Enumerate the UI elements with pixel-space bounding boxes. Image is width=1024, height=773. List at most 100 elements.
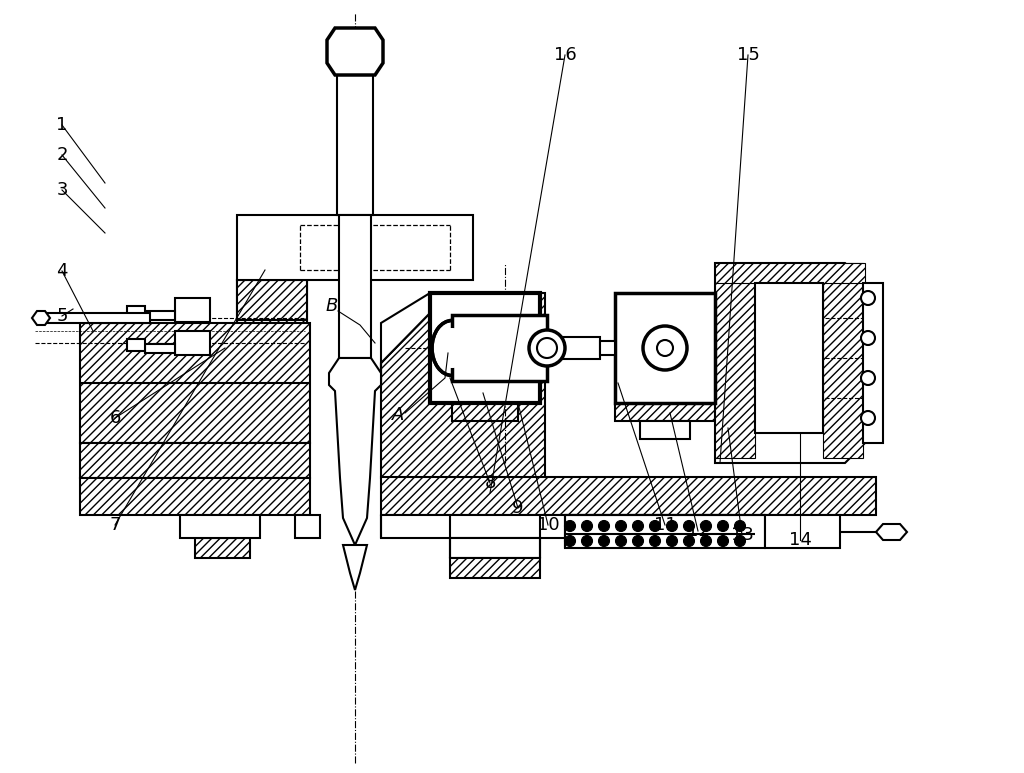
Text: 14: 14 [788,531,811,549]
Bar [145,344,175,353]
Bar [540,337,600,359]
Bar [452,403,518,421]
Bar [195,538,250,558]
Bar [863,283,883,443]
Bar [80,478,310,515]
Bar [600,341,615,355]
Bar [693,293,715,403]
Text: 1: 1 [56,116,68,134]
Bar [381,477,876,515]
Bar [237,280,307,358]
Bar [615,293,637,403]
Bar [175,331,210,355]
Circle shape [683,536,694,547]
Text: 7: 7 [110,516,121,534]
Bar [640,421,690,439]
Bar [765,515,840,548]
Text: 15: 15 [736,46,760,64]
Bar [518,293,540,403]
Circle shape [564,520,575,532]
Text: 10: 10 [537,516,559,534]
Bar [452,315,547,381]
Circle shape [683,520,694,532]
Polygon shape [327,28,383,75]
Bar [295,515,321,538]
Circle shape [598,536,609,547]
Bar [80,323,310,443]
Circle shape [734,536,745,547]
Text: B: B [326,297,338,315]
Text: 6: 6 [110,409,121,427]
Circle shape [861,331,874,345]
Circle shape [649,536,660,547]
Bar [80,443,310,478]
Circle shape [432,328,472,368]
Bar [339,215,371,358]
Text: 2: 2 [56,146,68,164]
Polygon shape [343,545,367,590]
Circle shape [861,411,874,425]
Text: 16: 16 [554,46,577,64]
Bar [237,280,307,320]
Circle shape [649,520,660,532]
Bar [430,381,540,403]
Circle shape [615,520,627,532]
Circle shape [529,330,565,366]
Text: 11: 11 [653,516,677,534]
Polygon shape [329,358,381,545]
Circle shape [718,520,728,532]
Circle shape [700,536,712,547]
Text: 3: 3 [56,181,68,199]
Circle shape [615,536,627,547]
Circle shape [633,520,643,532]
Circle shape [861,371,874,385]
Circle shape [667,520,678,532]
Bar [450,538,540,558]
Text: 9: 9 [512,499,523,517]
Bar [175,298,210,322]
Bar [450,558,540,578]
Text: 8: 8 [484,474,496,492]
Bar [615,293,715,403]
Circle shape [861,291,874,305]
Polygon shape [32,311,50,325]
Circle shape [598,520,609,532]
Bar [823,263,863,458]
Text: 12: 12 [686,522,710,540]
Bar [615,381,715,403]
Polygon shape [715,263,865,463]
Bar [127,339,145,351]
Circle shape [633,536,643,547]
Bar [145,311,175,320]
Bar [430,293,452,403]
Circle shape [667,536,678,547]
Bar [615,403,715,421]
Bar [337,75,373,215]
Polygon shape [381,293,430,385]
Circle shape [537,338,557,358]
Circle shape [734,520,745,532]
Text: A: A [392,406,404,424]
Polygon shape [381,293,545,478]
Bar [45,313,150,323]
Bar [430,293,540,403]
Bar [381,515,731,538]
Circle shape [657,340,673,356]
Bar [615,293,715,315]
Bar [715,263,865,283]
Bar [237,215,473,280]
Text: 5: 5 [56,307,68,325]
Bar [127,306,145,318]
Text: 4: 4 [56,262,68,280]
Circle shape [643,326,687,370]
Circle shape [582,520,593,532]
Text: 13: 13 [730,526,754,544]
Bar [715,263,755,458]
Bar [430,293,540,315]
Bar [180,515,260,538]
Circle shape [582,536,593,547]
Circle shape [564,536,575,547]
Bar [565,515,765,548]
Bar [755,283,823,433]
Circle shape [718,536,728,547]
